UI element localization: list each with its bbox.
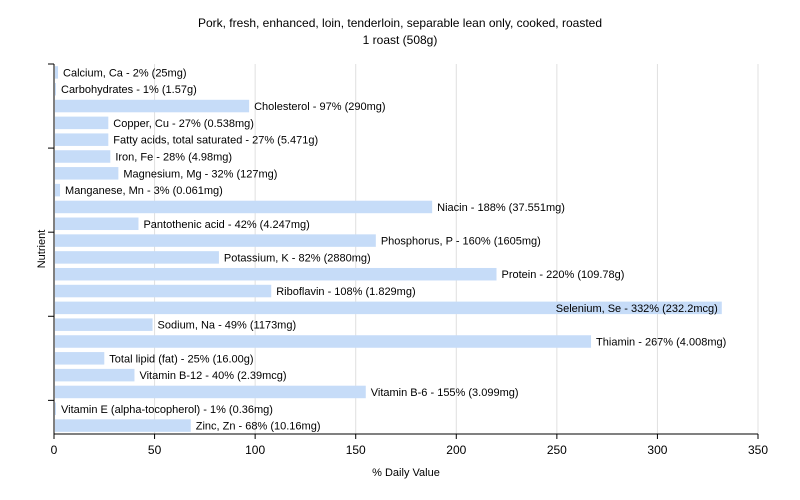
bar-label: Protein - 220% (109.78g) xyxy=(502,269,625,281)
x-tick-label: 0 xyxy=(51,443,58,457)
x-axis-label: % Daily Value xyxy=(372,467,440,479)
chart-title: Pork, fresh, enhanced, loin, tenderloin,… xyxy=(198,16,602,30)
bar-label: Thiamin - 267% (4.008mg) xyxy=(596,337,726,349)
chart-subtitle: 1 roast (508g) xyxy=(363,33,438,47)
bar-label: Phosphorus, P - 160% (1605mg) xyxy=(381,236,541,248)
bar-label: Potassium, K - 82% (2880mg) xyxy=(224,252,371,264)
bar xyxy=(55,150,111,163)
axes: 0 50 100 150 200 250 300 350 xyxy=(48,63,768,457)
bar-label: Total lipid (fat) - 25% (16.00g) xyxy=(109,353,253,365)
bar xyxy=(55,385,366,399)
bar xyxy=(55,167,119,180)
bar xyxy=(55,335,592,348)
bar xyxy=(55,66,59,79)
bar xyxy=(55,318,153,331)
bar-label: Carbohydrates - 1% (1.57g) xyxy=(61,84,197,96)
bar-label: Vitamin B-6 - 155% (3.099mg) xyxy=(371,387,519,399)
bar-label: Iron, Fe - 28% (4.98mg) xyxy=(115,152,232,164)
bar-label: Sodium, Na - 49% (1173mg) xyxy=(158,320,297,332)
bar xyxy=(55,183,61,197)
x-tick-label: 150 xyxy=(346,443,366,457)
x-tick-label: 50 xyxy=(148,443,162,457)
bar-label: Zinc, Zn - 68% (10.16mg) xyxy=(196,421,321,433)
bar xyxy=(55,419,191,432)
bar xyxy=(55,200,433,214)
bar xyxy=(55,217,139,231)
bar-label: Calcium, Ca - 2% (25mg) xyxy=(63,67,186,79)
bar-label: Selenium, Se - 332% (232.2mcg) xyxy=(556,303,718,315)
bars: Calcium, Ca - 2% (25mg) Carbohydrates - 1… xyxy=(55,66,726,433)
bar xyxy=(55,99,250,113)
x-tick-label: 350 xyxy=(748,443,768,457)
y-axis-label: Nutrient xyxy=(36,230,48,269)
bar-label: Cholesterol - 97% (290mg) xyxy=(254,101,385,113)
bar xyxy=(55,82,57,96)
bar xyxy=(55,133,109,146)
bar xyxy=(55,234,376,247)
bar xyxy=(55,267,497,281)
bar xyxy=(55,368,135,382)
bar xyxy=(55,402,57,416)
bar-label: Riboflavin - 108% (1.829mg) xyxy=(276,286,415,298)
x-tick-label: 250 xyxy=(547,443,567,457)
bar xyxy=(55,116,109,130)
bar xyxy=(55,284,272,298)
bar xyxy=(55,251,219,264)
grid xyxy=(154,64,759,434)
bar-label: Vitamin E (alpha-tocopherol) - 1% (0.36m… xyxy=(61,404,273,416)
bar-label: Manganese, Mn - 3% (0.061mg) xyxy=(65,185,223,197)
x-tick-label: 200 xyxy=(446,443,466,457)
bar-label: Fatty acids, total saturated - 27% (5.47… xyxy=(113,135,318,147)
bar-label: Niacin - 188% (37.551mg) xyxy=(437,202,565,214)
bar xyxy=(55,352,105,365)
bar xyxy=(55,301,722,315)
bar-label: Vitamin B-12 - 40% (2.39mcg) xyxy=(139,370,286,382)
x-tick-label: 300 xyxy=(647,443,667,457)
bar-label: Magnesium, Mg - 32% (127mg) xyxy=(123,168,277,180)
bar-label: Copper, Cu - 27% (0.538mg) xyxy=(113,118,254,130)
x-tick-label: 100 xyxy=(245,443,265,457)
bar-label: Pantothenic acid - 42% (4.247mg) xyxy=(143,219,309,231)
